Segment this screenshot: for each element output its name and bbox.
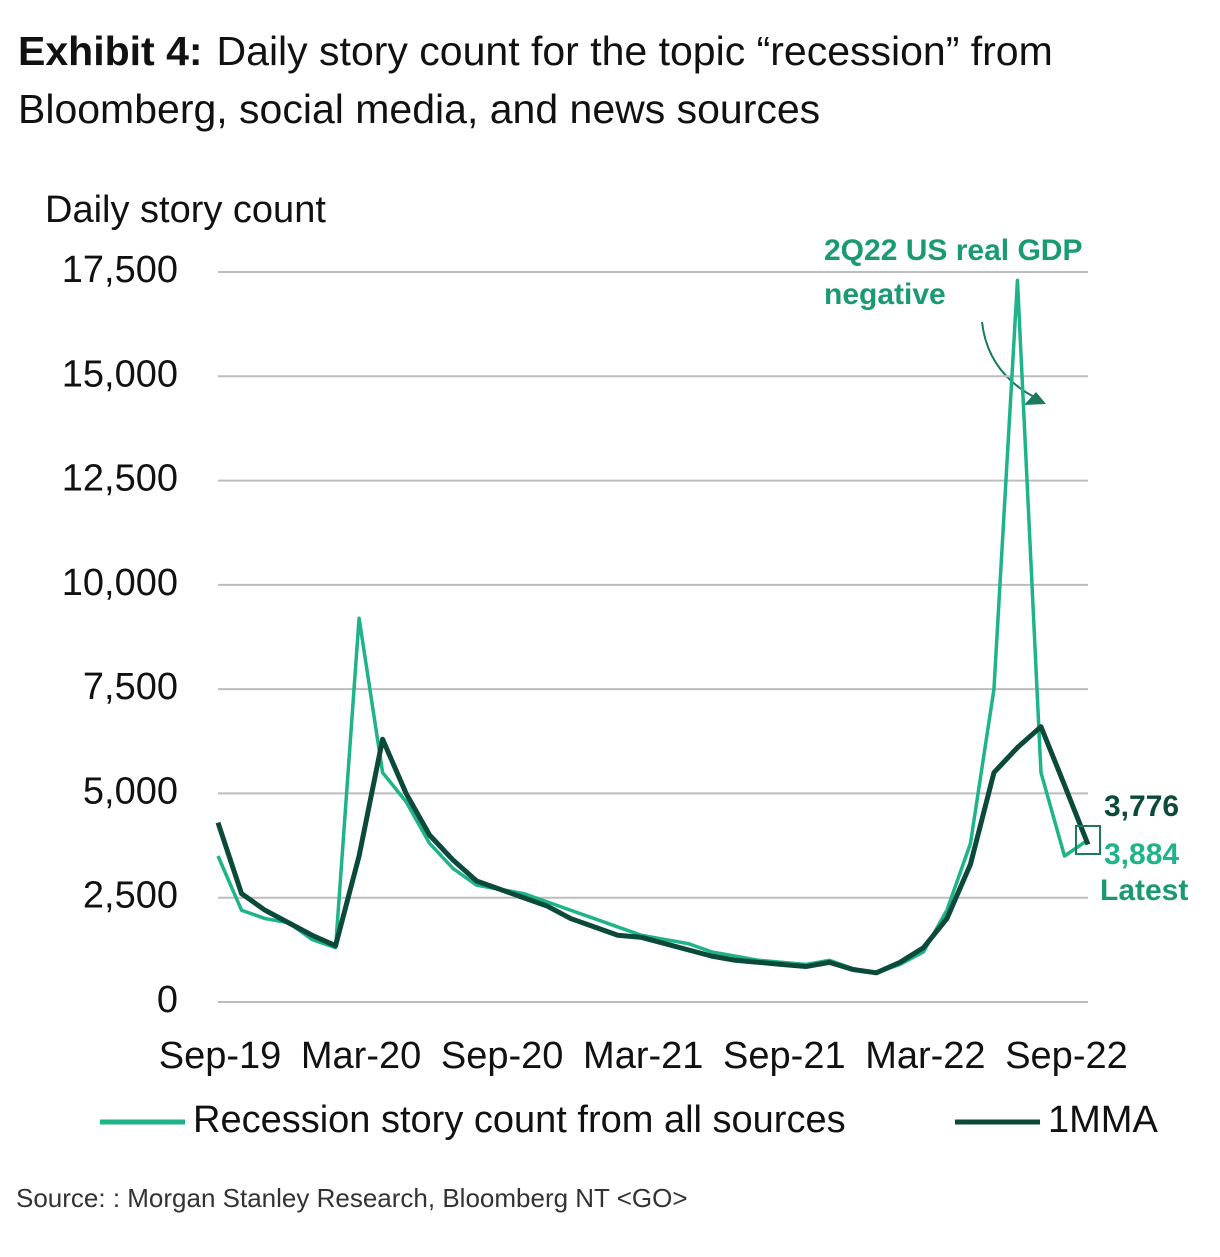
title-prefix: Exhibit 4: xyxy=(18,28,203,74)
legend-label: 1MMA xyxy=(1048,1099,1158,1141)
y-tick-label: 12,500 xyxy=(62,458,178,500)
annotation: negative xyxy=(824,278,946,311)
y-tick-label: 15,000 xyxy=(62,353,178,395)
x-tick-label: Sep-19 xyxy=(159,1035,282,1077)
legend-label: Recession story count from all sources xyxy=(193,1099,846,1141)
y-tick-label: 7,500 xyxy=(83,666,178,708)
annotation-arrowhead xyxy=(1024,392,1046,405)
y-tick-label: 17,500 xyxy=(62,249,178,291)
latest-marker xyxy=(1075,824,1101,855)
title-block: Exhibit 4: Daily story count for the topi… xyxy=(18,22,1198,138)
x-tick-label: Sep-22 xyxy=(1005,1035,1128,1077)
y-tick-label: 5,000 xyxy=(83,770,178,812)
x-tick-label: Mar-22 xyxy=(865,1035,985,1077)
series-line xyxy=(216,278,1089,975)
x-tick-label: Mar-21 xyxy=(583,1035,703,1077)
annotation: 2Q22 US real GDP xyxy=(824,234,1082,267)
chart-title: Daily story count for the topic “recessi… xyxy=(18,28,1053,132)
latest-note: Latest xyxy=(1100,874,1188,907)
y-tick-label: 0 xyxy=(157,979,178,1021)
y-axis-label: Daily story count xyxy=(45,189,326,231)
x-tick-label: Sep-20 xyxy=(441,1035,564,1077)
annotation-arrow xyxy=(981,321,1041,401)
y-tick-label: 2,500 xyxy=(83,875,178,917)
x-tick-label: Mar-20 xyxy=(301,1035,421,1077)
series-line xyxy=(215,724,1091,976)
value-label: 3,884 xyxy=(1104,838,1179,871)
y-tick-label: 10,000 xyxy=(62,562,178,604)
value-label: 3,776 xyxy=(1104,790,1179,823)
source: Source: : Morgan Stanley Research, Bloom… xyxy=(16,1183,688,1213)
x-tick-label: Sep-21 xyxy=(723,1035,846,1077)
